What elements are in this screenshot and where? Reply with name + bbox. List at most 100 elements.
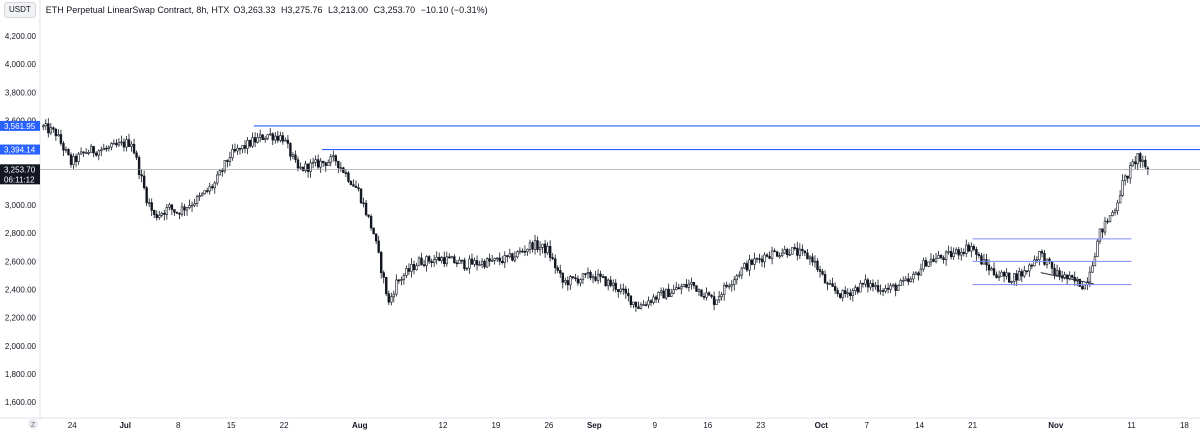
candle-body xyxy=(1039,251,1041,259)
candle-body xyxy=(138,157,140,174)
candle-body xyxy=(153,210,155,214)
candle-body xyxy=(660,291,662,292)
candle-body xyxy=(996,275,998,278)
candle-body xyxy=(756,259,758,260)
candle-body xyxy=(295,155,297,160)
candle-body xyxy=(554,259,556,268)
candle-body xyxy=(602,277,604,278)
candle-body xyxy=(799,249,801,255)
x-tick-label: 18 xyxy=(1180,421,1189,430)
candle-body xyxy=(317,160,319,168)
candle-body xyxy=(824,274,826,283)
candle-body xyxy=(983,260,985,264)
candle-body xyxy=(766,255,768,256)
candle-body xyxy=(834,286,836,290)
candle-body xyxy=(166,207,168,214)
candle-body xyxy=(93,147,95,154)
candle-body xyxy=(375,234,377,241)
candle-body xyxy=(875,285,877,286)
candle-body xyxy=(872,283,874,286)
candle-body xyxy=(272,134,274,140)
candle-body xyxy=(973,246,975,249)
candle-body xyxy=(718,297,720,300)
candle-body xyxy=(885,288,887,291)
candle-body xyxy=(388,294,390,302)
candle-body xyxy=(721,295,723,297)
x-tick-label: 22 xyxy=(280,421,289,430)
candle-body xyxy=(118,143,120,145)
candle-body xyxy=(136,153,138,158)
candle-body xyxy=(416,266,418,270)
candle-body xyxy=(703,296,705,297)
candle-body xyxy=(658,292,660,299)
candle-body xyxy=(131,144,133,146)
candle-body xyxy=(345,173,347,174)
candle-body xyxy=(688,284,690,287)
candle-body xyxy=(204,191,206,194)
candle-body xyxy=(544,244,546,253)
candle-body xyxy=(859,283,861,292)
candle-body xyxy=(332,156,334,157)
candle-body xyxy=(567,281,569,285)
candle-body xyxy=(320,161,322,167)
candle-body xyxy=(917,273,919,275)
countdown-label: 06:11:12 xyxy=(4,175,35,184)
candle-body xyxy=(1102,229,1104,232)
candle-body xyxy=(501,261,503,262)
candle-body xyxy=(325,163,327,166)
candle-body xyxy=(274,136,276,140)
candle-body xyxy=(148,203,150,204)
candle-body xyxy=(791,248,793,255)
candle-body xyxy=(267,135,269,139)
candle-body xyxy=(1137,154,1139,164)
candle-body xyxy=(423,265,425,266)
candle-body xyxy=(484,261,486,267)
candle-body xyxy=(723,285,725,294)
candle-body xyxy=(552,258,554,259)
candle-body xyxy=(100,150,102,151)
candle-body xyxy=(933,259,935,261)
candle-body xyxy=(771,251,773,259)
candle-body xyxy=(615,283,617,289)
candle-body xyxy=(1122,181,1124,196)
candle-body xyxy=(1089,272,1091,282)
candle-body xyxy=(960,252,962,255)
candle-body xyxy=(648,301,650,305)
candle-body xyxy=(358,188,360,189)
candle-body xyxy=(645,305,647,306)
candle-body xyxy=(90,147,92,153)
x-axis[interactable]: 24 Jul 8 15 22 Aug 12 19 26 Sep 9 16 23 Oct 7 14 21 Nov 11… xyxy=(0,418,1200,430)
candle-body xyxy=(749,260,751,270)
candle-body xyxy=(47,124,49,133)
candle-body xyxy=(385,277,387,293)
y-tick-label: 3,800.00 xyxy=(5,88,37,97)
candle-body xyxy=(400,280,402,281)
candle-body xyxy=(953,253,955,257)
candle-body xyxy=(163,213,165,214)
candle-body xyxy=(882,290,884,291)
candle-body xyxy=(312,162,314,163)
candle-body xyxy=(421,258,423,265)
candle-body xyxy=(448,257,450,258)
candle-body xyxy=(219,171,221,175)
candle-body xyxy=(196,196,198,203)
candle-body xyxy=(910,279,912,282)
candle-body xyxy=(635,302,637,307)
candle-body xyxy=(1033,260,1035,266)
candle-body xyxy=(622,289,624,290)
candle-body xyxy=(655,297,657,299)
candle-body xyxy=(1071,276,1073,278)
drawings-layer[interactable] xyxy=(40,126,1200,285)
candle-body xyxy=(597,274,599,280)
candle-body xyxy=(867,280,869,287)
candle-body xyxy=(221,171,223,172)
candle-body xyxy=(726,285,728,286)
candle-body xyxy=(252,138,254,147)
candle-body xyxy=(128,140,130,147)
y-axis[interactable]: 1,600.00 1,800.00 2,000.00 2,200.00 2,400.00… xyxy=(5,0,40,420)
candle-body xyxy=(706,293,708,298)
candle-body xyxy=(796,248,798,255)
